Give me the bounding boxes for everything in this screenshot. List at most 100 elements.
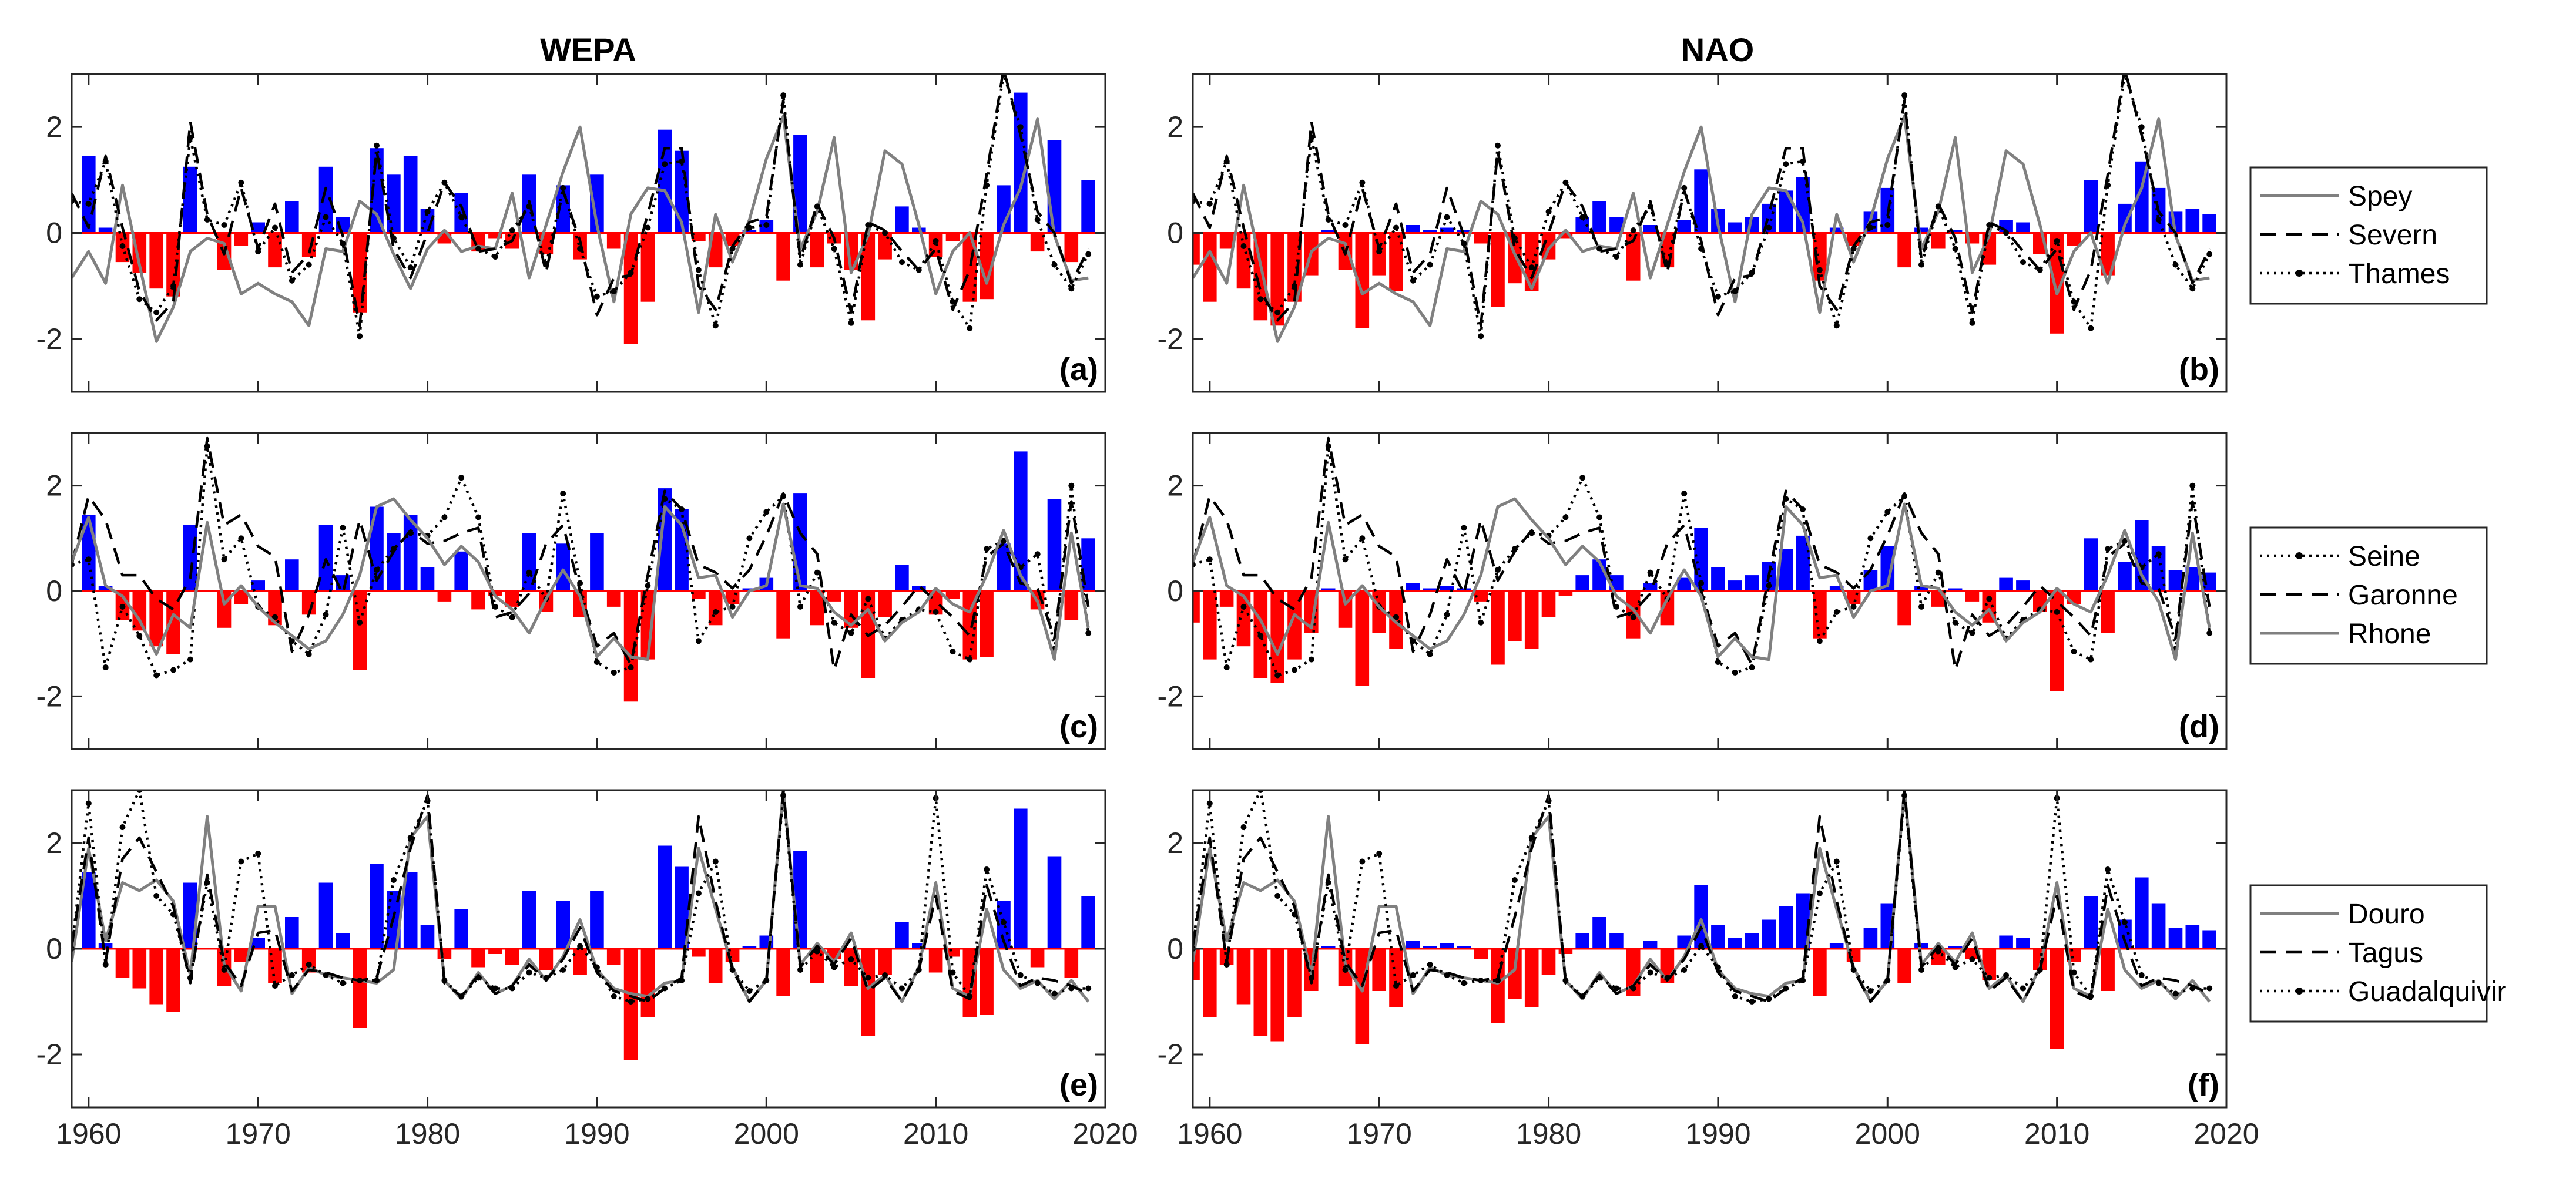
- marker-guadalquivir-1973: [1427, 962, 1433, 968]
- marker-seine-1961: [1223, 664, 1230, 670]
- bar-wepa-1961: [98, 943, 113, 949]
- y-tick-label: -2: [1158, 323, 1183, 355]
- bar-wepa-1969: [234, 233, 249, 246]
- y-tick-label: 0: [46, 217, 62, 250]
- marker-thames-1983: [1596, 246, 1603, 252]
- marker-thames-1984: [1613, 254, 1619, 260]
- marker-thames-2006: [1986, 222, 1993, 228]
- bar-wepa-2006: [861, 233, 876, 321]
- bar-nao-1985: [1626, 233, 1641, 281]
- bar-nao-1986: [1643, 941, 1658, 949]
- marker-guadalquivir-1992: [628, 999, 634, 1005]
- bar-wepa-2016: [1030, 233, 1045, 252]
- marker-thames-2003: [1935, 203, 1941, 210]
- marker-thames-1994: [1783, 161, 1789, 167]
- marker-thames-2019: [2206, 251, 2213, 257]
- bar-wepa-1986: [522, 891, 536, 949]
- legend-label-spey: Spey: [2348, 181, 2412, 212]
- series-line-severn: [1193, 74, 2211, 327]
- bar-wepa-1961: [98, 586, 113, 591]
- marker-thames-1979: [407, 264, 414, 271]
- bar-wepa-1991: [606, 233, 621, 249]
- marker-seine-2018: [2189, 482, 2196, 489]
- bar-wepa-1962: [115, 949, 130, 978]
- marker-guadalquivir-1962: [1240, 824, 1247, 830]
- marker-guadalquivir-1971: [272, 983, 278, 989]
- marker-guadalquivir-1993: [1766, 996, 1772, 1002]
- bar-nao-1984: [1609, 933, 1624, 949]
- marker-guadalquivir-1970: [1376, 851, 1383, 857]
- marker-guadalquivir-1970: [255, 851, 261, 857]
- bar-nao-1961: [1219, 591, 1234, 607]
- panel-label: (b): [2179, 352, 2219, 387]
- marker-seine-1998: [1850, 603, 1857, 610]
- marker-thames-1976: [1478, 333, 1484, 340]
- legend-1: Spey Severn Thames: [2249, 166, 2488, 305]
- marker-thames-1967: [1325, 217, 1331, 223]
- marker-thames-2012: [2088, 325, 2094, 331]
- bar-nao-1979: [1524, 949, 1539, 1007]
- bar-nao-2017: [2168, 570, 2183, 591]
- bar-wepa-1989: [573, 949, 587, 975]
- marker-seine-2005: [1969, 630, 1975, 636]
- bar-nao-1982: [1575, 217, 1589, 233]
- marker-guadalquivir-2017: [1051, 990, 1058, 997]
- panel-label: (f): [2188, 1067, 2219, 1103]
- marker-guadalquivir-2000: [763, 978, 770, 983]
- marker-thames-1995: [1800, 158, 1806, 164]
- legend-label-severn: Severn: [2348, 220, 2437, 251]
- bar-wepa-1990: [590, 891, 604, 949]
- marker-thames-1996: [1816, 267, 1823, 273]
- bar-nao-1991: [1728, 580, 1742, 591]
- x-tick-label: 1980: [395, 1117, 460, 1150]
- bar-nao-1960: [1203, 591, 1217, 660]
- marker-seine-1996: [695, 638, 702, 644]
- bar-wepa-2015: [1014, 451, 1028, 591]
- marker-guadalquivir-2005: [1969, 956, 1975, 962]
- marker-thames-1968: [221, 222, 227, 228]
- bar-wepa-2018: [1064, 949, 1079, 978]
- marker-guadalquivir-1992: [1749, 999, 1755, 1005]
- marker-seine-1973: [306, 651, 312, 657]
- marker-guadalquivir-1988: [1681, 967, 1688, 973]
- bar-wepa-1971: [268, 233, 282, 268]
- marker-guadalquivir-1995: [1800, 978, 1806, 983]
- marker-thames-2010: [2054, 238, 2060, 244]
- marker-guadalquivir-1975: [1461, 980, 1467, 986]
- marker-seine-1974: [323, 612, 329, 618]
- series-line-garonne: [1193, 436, 2211, 671]
- marker-thames-1978: [390, 235, 397, 241]
- marker-guadalquivir-1986: [1647, 969, 1653, 976]
- bar-wepa-2017: [1047, 499, 1062, 591]
- marker-guadalquivir-1996: [695, 890, 702, 896]
- bar-nao-1974: [1440, 586, 1454, 591]
- bar-wepa-2003: [810, 233, 824, 268]
- bar-nao-1970: [1372, 949, 1386, 991]
- bar-wepa-2006: [861, 949, 876, 1036]
- bar-wepa-1969: [234, 949, 249, 962]
- bar-nao-1973: [1423, 230, 1437, 233]
- series-line-severn: [72, 74, 1090, 327]
- bar-wepa-2014: [997, 185, 1011, 233]
- bar-wepa-1974: [318, 882, 333, 949]
- marker-thames-1971: [272, 224, 278, 231]
- series-line-spey: [1193, 115, 2210, 343]
- marker-guadalquivir-1997: [1833, 858, 1840, 865]
- marker-seine-1986: [1647, 569, 1653, 576]
- bar-wepa-1992: [623, 591, 638, 702]
- bar-wepa-1984: [488, 949, 502, 954]
- x-tick-label: 2000: [1855, 1117, 1920, 1150]
- marker-guadalquivir-1972: [1410, 972, 1416, 978]
- marker-thames-2007: [2003, 230, 2010, 236]
- marker-guadalquivir-2001: [780, 792, 787, 798]
- bar-nao-1967: [1321, 588, 1336, 591]
- marker-guadalquivir-2005: [848, 956, 854, 962]
- x-tick-label: 1970: [1347, 1117, 1412, 1150]
- marker-guadalquivir-2002: [1918, 967, 1924, 973]
- y-tick-label: 2: [1167, 110, 1183, 143]
- y-tick-label: 2: [46, 469, 62, 502]
- marker-thames-1981: [441, 179, 448, 186]
- marker-thames-1977: [374, 142, 380, 149]
- marker-seine-1976: [1478, 619, 1484, 626]
- bar-wepa-1974: [318, 166, 333, 233]
